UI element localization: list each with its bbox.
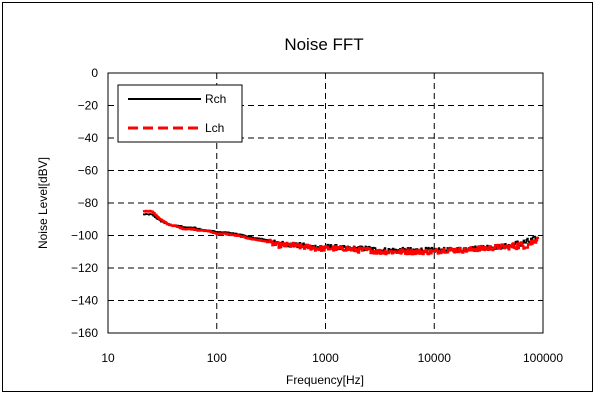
y-tick-label: −140: [71, 294, 98, 308]
x-tick-label: 1000: [312, 351, 339, 365]
legend-box: [117, 84, 243, 143]
y-tick-label: −60: [78, 164, 99, 178]
y-tick-label: −100: [71, 229, 98, 243]
y-tick-label: −160: [71, 326, 98, 340]
x-axis-title: Frequency[Hz]: [286, 373, 364, 387]
x-tick-label: 100000: [523, 351, 563, 365]
noise-fft-chart: Noise FFT 0−20−40−60−80−100−120−140−1601…: [36, 35, 563, 387]
series-line-lch: [142, 209, 540, 256]
grid: [108, 73, 543, 333]
legend: Rch Lch: [117, 84, 243, 143]
series-lines: [142, 209, 540, 256]
y-tick-label: −20: [78, 99, 99, 113]
legend-label-lch: Lch: [205, 121, 224, 135]
x-tick-label: 10: [101, 351, 115, 365]
x-tick-label: 100: [207, 351, 227, 365]
y-tick-label: −120: [71, 261, 98, 275]
x-tick-label: 10000: [418, 351, 452, 365]
y-tick-label: −40: [78, 131, 99, 145]
y-tick-label: −80: [78, 196, 99, 210]
legend-label-rch: Rch: [205, 92, 226, 106]
y-tick-label: 0: [91, 66, 98, 80]
y-axis-title: Noise Level[dBV]: [36, 157, 50, 249]
chart-frame: Noise FFT 0 −20 −40 −60 −80 −100 −120 −140 −160 1…: [2, 2, 593, 392]
plot-area-border: [107, 72, 544, 334]
chart-title: Noise FFT: [284, 35, 363, 54]
